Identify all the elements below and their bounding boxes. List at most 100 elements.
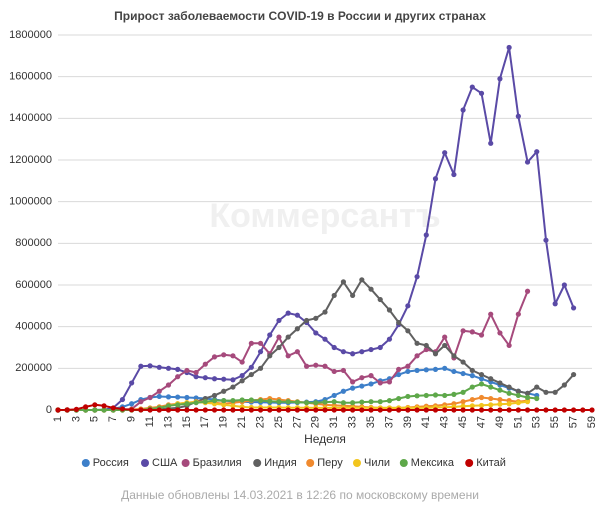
x-tick-label: 1 — [52, 416, 64, 422]
point — [460, 399, 466, 405]
y-tick-label: 0 — [46, 404, 52, 416]
point — [165, 403, 172, 409]
point — [543, 389, 549, 395]
point — [230, 407, 236, 413]
point — [386, 407, 393, 413]
point — [534, 384, 540, 390]
point — [386, 307, 393, 313]
point — [359, 383, 365, 389]
point — [221, 376, 227, 382]
point — [202, 407, 208, 413]
point — [488, 311, 494, 317]
legend-marker — [253, 459, 262, 467]
point — [165, 394, 172, 400]
point — [138, 399, 144, 405]
point — [193, 400, 199, 406]
y-tick-label: 1800000 — [9, 29, 52, 41]
point — [580, 407, 586, 413]
point — [257, 340, 264, 346]
point — [276, 407, 282, 413]
legend-label: Мексика — [411, 457, 455, 469]
point — [506, 401, 512, 407]
point — [101, 403, 107, 409]
x-tick-label: 57 — [567, 416, 579, 428]
line — [58, 278, 575, 411]
point — [478, 394, 485, 401]
point — [405, 303, 411, 309]
point — [396, 371, 402, 378]
point — [340, 367, 347, 374]
point — [202, 399, 208, 405]
point — [561, 407, 567, 413]
point — [552, 407, 558, 413]
y-tick-label: 1600000 — [9, 71, 52, 83]
x-tick-label: 47 — [475, 416, 487, 428]
point — [432, 176, 439, 182]
point — [165, 382, 172, 388]
point — [276, 344, 282, 351]
point — [267, 332, 273, 338]
chart-title: Прирост заболеваемости COVID-19 в России… — [114, 9, 486, 23]
point — [460, 328, 466, 334]
point — [285, 353, 291, 359]
point — [570, 407, 577, 413]
point — [294, 326, 300, 332]
point — [506, 342, 512, 349]
legend-marker — [81, 459, 90, 467]
series — [55, 277, 577, 413]
point — [386, 336, 393, 342]
point — [414, 407, 420, 413]
point — [119, 406, 126, 412]
point — [405, 393, 411, 400]
x-tick-label: 13 — [162, 416, 174, 428]
point — [248, 340, 254, 346]
point — [55, 407, 61, 413]
point — [184, 367, 190, 374]
point — [515, 407, 521, 413]
x-tick-label: 27 — [291, 416, 303, 428]
point — [488, 395, 494, 402]
x-tick-label: 41 — [420, 416, 432, 428]
point — [184, 394, 190, 401]
x-tick-label: 49 — [494, 416, 506, 428]
y-tick-label: 800000 — [15, 237, 52, 249]
point — [497, 380, 503, 386]
point — [377, 407, 383, 413]
point — [451, 353, 457, 359]
x-tick-label: 51 — [512, 416, 524, 428]
point — [423, 392, 429, 399]
x-tick-label: 37 — [383, 416, 395, 428]
point — [340, 407, 347, 413]
point — [276, 334, 282, 340]
point — [193, 369, 199, 376]
point — [211, 376, 218, 382]
x-tick-label: 53 — [531, 416, 543, 428]
x-tick-label: 25 — [273, 416, 285, 428]
point — [119, 396, 126, 403]
point — [248, 407, 254, 413]
point — [221, 407, 227, 413]
point — [193, 374, 199, 380]
y-tick-label: 1000000 — [9, 196, 52, 208]
point — [414, 353, 420, 359]
point — [377, 399, 383, 405]
x-tick-label: 11 — [144, 416, 156, 427]
point — [276, 399, 282, 405]
x-tick-label: 33 — [347, 416, 359, 428]
point — [285, 334, 291, 340]
point — [267, 353, 273, 359]
series — [55, 402, 595, 413]
point — [368, 346, 374, 353]
point — [313, 315, 319, 321]
point — [423, 367, 429, 373]
point — [230, 353, 236, 359]
x-tick-label: 43 — [439, 416, 451, 428]
point — [257, 365, 264, 371]
point — [147, 407, 153, 413]
point — [414, 340, 420, 346]
legend-label: Китай — [476, 457, 506, 469]
point — [561, 282, 567, 288]
point — [552, 389, 558, 395]
point — [460, 107, 466, 113]
x-tick-label: 31 — [328, 416, 340, 428]
